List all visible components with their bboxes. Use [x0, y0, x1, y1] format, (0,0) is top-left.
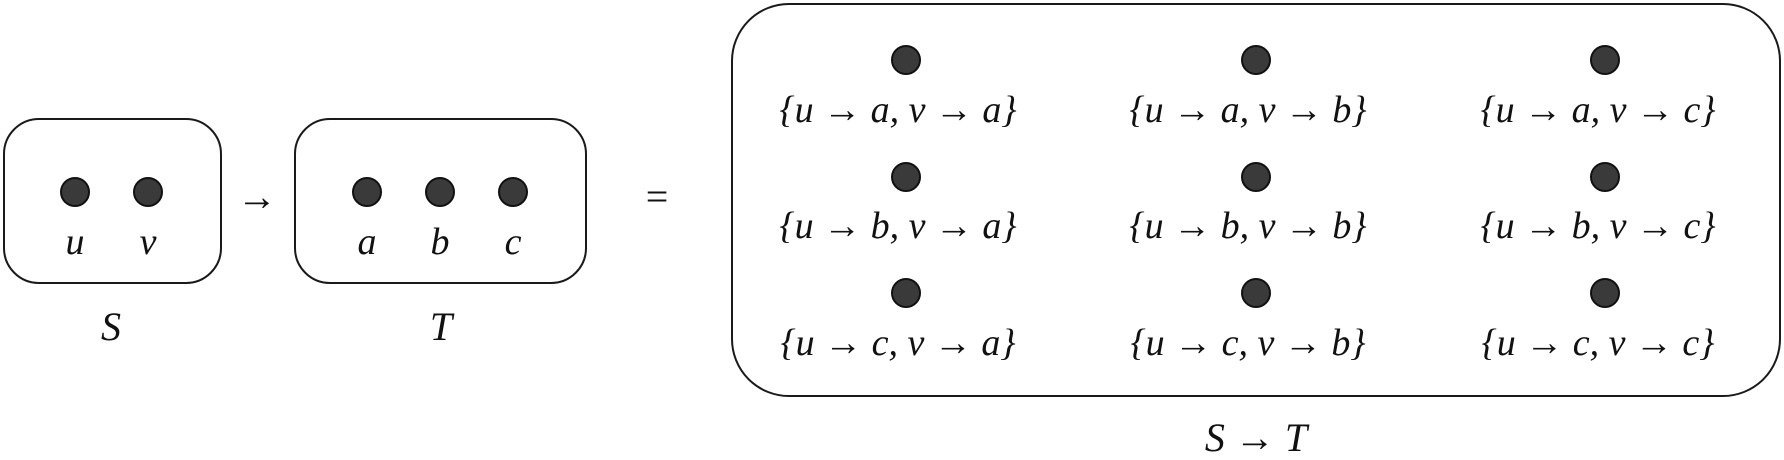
element-a-label: a [357, 221, 377, 263]
function-label: {u → a, v → b} [1129, 89, 1367, 131]
function-node [891, 45, 921, 75]
element-b-node [425, 177, 455, 207]
function-node [1241, 162, 1271, 192]
element-v-node [133, 177, 163, 207]
function-label: {u → c, v → a} [780, 322, 1016, 364]
element-a-node [352, 177, 382, 207]
element-u-node [60, 177, 90, 207]
maps-to-arrow: → [237, 174, 277, 219]
function-label: {u → b, v → b} [1129, 205, 1367, 247]
function-label: {u → b, v → c} [1480, 205, 1716, 247]
element-b-label: b [430, 221, 450, 263]
set-s-caption: S [101, 304, 121, 349]
function-node [1590, 45, 1620, 75]
set-s-box [3, 118, 222, 284]
function-node [1590, 278, 1620, 308]
function-node [891, 162, 921, 192]
function-node [1590, 162, 1620, 192]
element-c-label: c [504, 221, 522, 263]
function-space-caption: S → T [1204, 415, 1308, 460]
function-node [1241, 45, 1271, 75]
element-c-node [498, 177, 528, 207]
function-space-box [731, 3, 1781, 397]
function-label: {u → c, v → b} [1130, 322, 1366, 364]
function-node [891, 278, 921, 308]
function-label: {u → a, v → c} [1480, 89, 1716, 131]
element-u-label: u [65, 221, 85, 263]
function-label: {u → b, v → a} [779, 205, 1017, 247]
element-v-label: v [139, 221, 157, 263]
equals-sign: = [645, 174, 669, 219]
set-t-box [294, 118, 587, 284]
set-t-caption: T [429, 304, 453, 349]
function-label: {u → c, v → c} [1481, 322, 1715, 364]
function-label: {u → a, v → a} [779, 89, 1017, 131]
function-node [1241, 278, 1271, 308]
